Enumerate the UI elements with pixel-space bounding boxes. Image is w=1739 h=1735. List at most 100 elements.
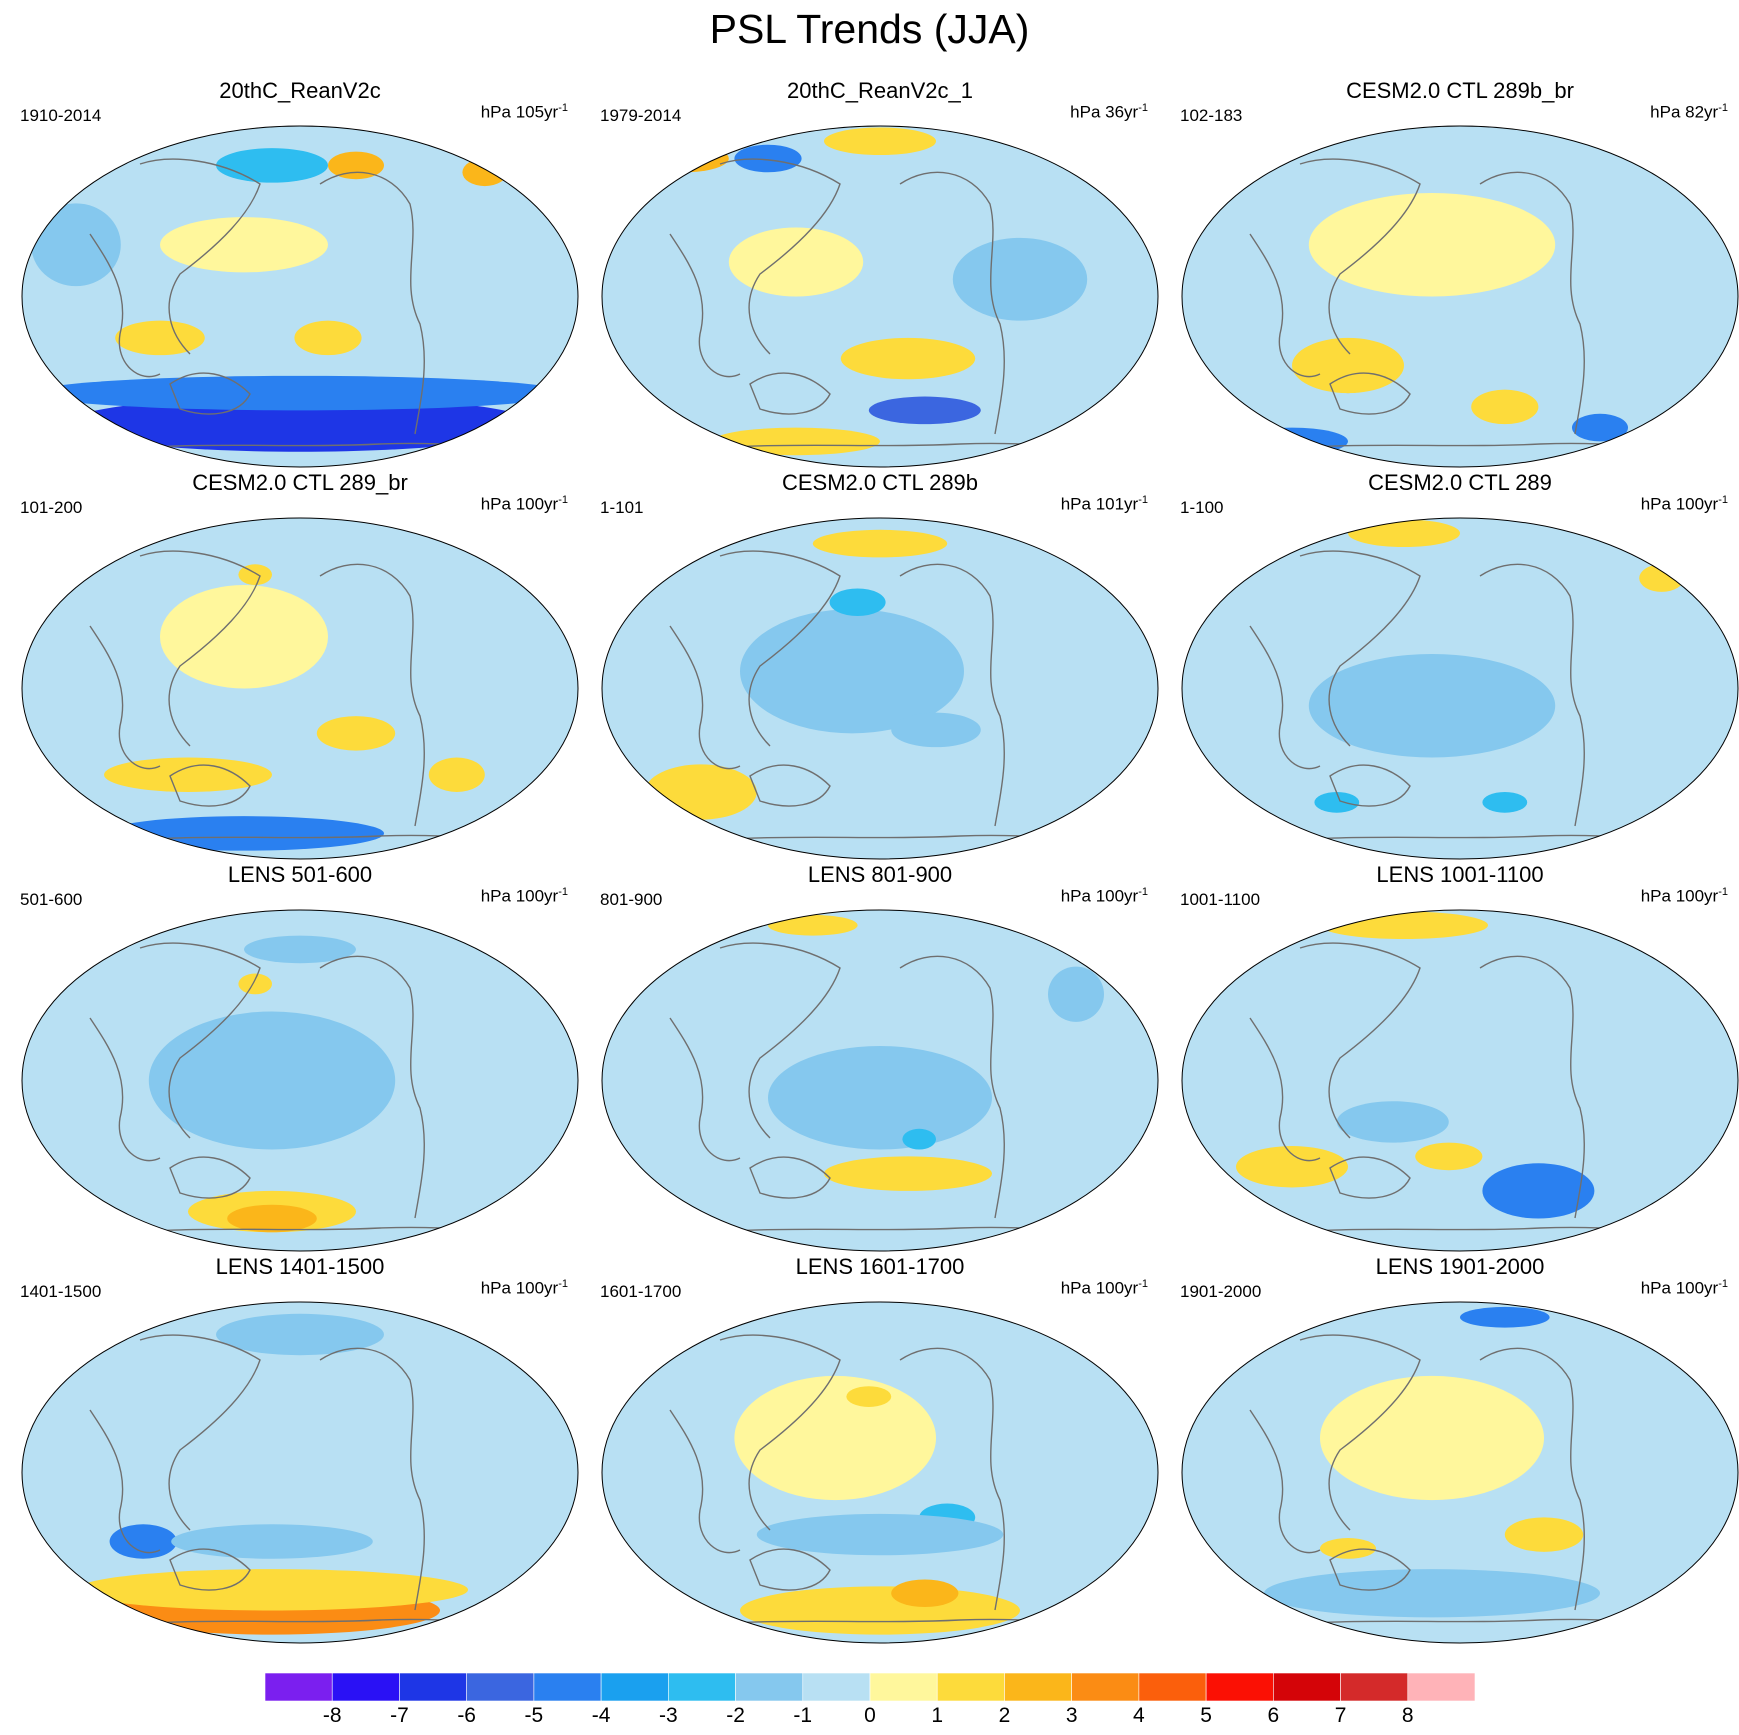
trend-contour	[712, 427, 880, 456]
colorbar-tick-label: -1	[793, 1704, 813, 1727]
colorbar-swatch	[600, 1673, 669, 1701]
coastline	[1329, 372, 1411, 415]
trend-contour	[728, 227, 864, 297]
panel-period: 501-600	[20, 890, 83, 909]
world-map	[21, 909, 579, 1252]
trend-contour	[1314, 792, 1360, 813]
map-panel: 20thC_ReanV2c 1910-2014 hPa 105yr-1	[10, 78, 590, 473]
colorbar-swatch	[668, 1673, 736, 1701]
world-map	[21, 517, 579, 860]
world-map	[601, 125, 1159, 468]
trend-contour	[734, 144, 802, 173]
coastline	[169, 764, 251, 807]
map-panel: CESM2.0 CTL 289b 1-101 hPa 101yr-1	[590, 470, 1170, 865]
map-panel: CESM2.0 CTL 289 1-100 hPa 100yr-1	[1170, 470, 1739, 865]
trend-contour	[1264, 1569, 1600, 1618]
coastline	[749, 764, 831, 807]
coastline	[139, 550, 261, 747]
trend-contour	[1460, 1306, 1550, 1328]
coastline	[899, 563, 1005, 827]
colorbar-swatch	[1205, 1673, 1274, 1701]
coastline	[1299, 942, 1421, 1139]
trend-contour	[160, 217, 328, 273]
map-outline	[1181, 1301, 1739, 1644]
colorbar-tick-label: 6	[1267, 1704, 1280, 1727]
map-panel: CESM2.0 CTL 289_br 101-200 hPa 100yr-1	[10, 470, 590, 865]
map-outline	[601, 909, 1159, 1252]
trend-contour	[846, 1386, 892, 1407]
trend-contour	[328, 151, 384, 180]
map-panel: 20thC_ReanV2c_1 1979-2014 hPa 36yr-1	[590, 78, 1170, 473]
world-map	[1181, 1301, 1739, 1644]
trend-contour	[1236, 1146, 1348, 1188]
world-map	[1181, 517, 1739, 860]
colorbar-tick-label: 0	[864, 1704, 876, 1727]
trend-contour	[1572, 413, 1628, 442]
panel-period: 1601-1700	[600, 1282, 682, 1301]
colorbar-tick-label: -4	[591, 1704, 611, 1727]
coastline	[89, 625, 161, 770]
colorbar-swatch	[466, 1673, 535, 1701]
trend-contour	[740, 1586, 1020, 1635]
trend-contour	[902, 1128, 936, 1150]
panel-units: hPa 100yr-1	[480, 886, 568, 906]
trend-contour	[756, 1513, 1004, 1556]
trend-contour	[428, 757, 485, 792]
colorbar-tick-label: -3	[658, 1704, 678, 1727]
coastline	[1299, 1334, 1421, 1531]
trend-contour	[840, 337, 976, 380]
trend-contour	[891, 1579, 959, 1608]
map-outline	[601, 517, 1159, 860]
colorbar-tick-label: 3	[1065, 1704, 1078, 1727]
coastline	[319, 955, 425, 1219]
trend-contour	[768, 1046, 992, 1150]
trend-contour	[1320, 1375, 1544, 1501]
coastline	[139, 1334, 261, 1531]
colorbar-tick-label: 1	[931, 1704, 944, 1727]
trend-contour	[160, 585, 328, 689]
colorbar-tick-label: -7	[390, 1704, 409, 1727]
coastline	[899, 1347, 1005, 1611]
trend-contour	[639, 144, 729, 173]
panel-period: 801-900	[600, 890, 663, 909]
trend-contour	[1308, 193, 1556, 297]
coastline	[319, 171, 425, 435]
trend-contour	[31, 203, 121, 287]
coastline	[749, 1548, 831, 1591]
colorbar-tick-label: -2	[726, 1704, 745, 1727]
trend-contour	[244, 935, 356, 964]
panel-units: hPa 105yr-1	[480, 102, 568, 122]
coastline	[169, 1548, 251, 1591]
map-outline	[601, 1301, 1159, 1644]
trend-contour	[734, 1375, 936, 1501]
coastline	[669, 625, 741, 770]
panel-title: 20thC_ReanV2c_1	[787, 78, 973, 103]
coastline	[719, 942, 841, 1139]
coastline	[719, 550, 841, 747]
panel-period: 1001-1100	[1180, 890, 1261, 909]
map-panel: CESM2.0 CTL 289b_br 102-183 hPa 82yr-1	[1170, 78, 1739, 473]
panel-units: hPa 101yr-1	[1060, 494, 1148, 514]
panel-units: hPa 100yr-1	[1060, 1278, 1148, 1298]
trend-contour	[1504, 1517, 1584, 1552]
coastline	[139, 158, 261, 355]
colorbar-swatch	[936, 1673, 1005, 1701]
trend-contour	[238, 564, 272, 585]
trend-contour	[227, 1204, 317, 1233]
trend-contour	[768, 914, 858, 936]
world-map	[1181, 125, 1739, 468]
panel-units: hPa 100yr-1	[1060, 886, 1148, 906]
coastline	[1329, 764, 1411, 807]
trend-contour	[1482, 792, 1528, 813]
map-panel: LENS 801-900 801-900 hPa 100yr-1	[590, 862, 1170, 1257]
trend-contour	[1482, 1163, 1595, 1219]
colorbar-tick-label: 8	[1401, 1704, 1414, 1727]
coastline	[89, 1409, 161, 1554]
coastline	[669, 1409, 741, 1554]
panel-period: 1-100	[1180, 498, 1224, 517]
colorbar-swatch	[869, 1673, 938, 1701]
colorbar-swatch	[1138, 1673, 1207, 1701]
trend-contour	[1320, 1538, 1376, 1559]
trend-contour	[76, 1569, 468, 1611]
trend-contour	[148, 1011, 396, 1150]
